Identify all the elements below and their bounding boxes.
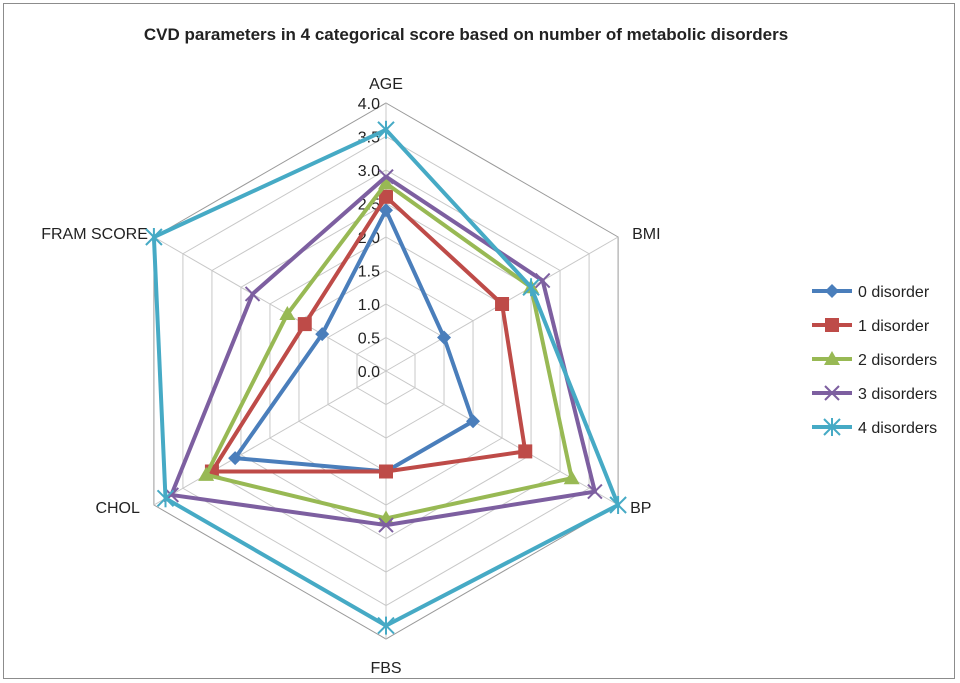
axis-labels: AGE BMI BP FBS CHOL FRAM SCORE bbox=[41, 76, 660, 677]
data-point bbox=[379, 189, 393, 204]
legend-item: 4 disorders bbox=[812, 418, 937, 437]
legend-marker bbox=[824, 351, 840, 365]
legend-item: 2 disorders bbox=[812, 351, 937, 369]
grid-spoke bbox=[385, 370, 619, 506]
data-point bbox=[518, 444, 533, 459]
axis-label-bmi: BMI bbox=[632, 226, 660, 243]
data-series bbox=[145, 120, 627, 635]
tick-label: 1.5 bbox=[358, 264, 380, 281]
tick-label: 0.5 bbox=[358, 331, 380, 348]
data-point bbox=[534, 272, 551, 289]
legend-item: 0 disorder bbox=[812, 284, 930, 301]
data-point bbox=[315, 327, 330, 342]
data-point bbox=[522, 278, 540, 297]
data-point bbox=[145, 228, 163, 246]
data-point bbox=[379, 464, 393, 479]
series-3 bbox=[163, 168, 603, 533]
data-point bbox=[466, 414, 481, 429]
grid-spoke bbox=[153, 236, 387, 372]
data-point bbox=[437, 330, 452, 345]
data-point bbox=[495, 297, 510, 311]
grid-spoke bbox=[153, 370, 387, 506]
data-point bbox=[244, 286, 261, 302]
legend-label: 3 disorders bbox=[858, 386, 937, 403]
legend-label: 0 disorder bbox=[858, 284, 930, 301]
tick-label: 4.0 bbox=[358, 96, 380, 113]
series-1 bbox=[204, 189, 533, 479]
tick-label: 0.0 bbox=[358, 364, 380, 381]
legend-label: 2 disorders bbox=[858, 352, 937, 369]
series-4 bbox=[145, 120, 627, 635]
data-point bbox=[378, 175, 394, 190]
axis-label-bp: BP bbox=[630, 500, 651, 517]
axis-label-chol: CHOL bbox=[95, 500, 140, 517]
legend: 0 disorder 1 disorder 2 disorders 3 disorde… bbox=[812, 284, 937, 437]
tick-label: 1.0 bbox=[358, 297, 380, 314]
data-point bbox=[228, 451, 243, 466]
chart-title: CVD parameters in 4 categorical score ba… bbox=[144, 25, 788, 44]
data-point bbox=[198, 466, 215, 481]
data-point bbox=[156, 489, 175, 508]
axis-label-fbs: FBS bbox=[370, 660, 401, 677]
data-point bbox=[279, 306, 296, 321]
legend-marker bbox=[824, 385, 840, 401]
legend-item: 3 disorders bbox=[812, 385, 937, 403]
legend-marker bbox=[825, 318, 839, 332]
data-point bbox=[587, 483, 603, 500]
data-point bbox=[377, 616, 395, 635]
data-point bbox=[378, 168, 394, 185]
axis-label-fram-score: FRAM SCORE bbox=[41, 226, 148, 243]
data-point bbox=[297, 317, 312, 332]
legend-marker bbox=[825, 284, 839, 298]
data-point bbox=[563, 470, 580, 485]
data-point bbox=[378, 517, 394, 533]
axis-label-age: AGE bbox=[369, 76, 403, 93]
legend-label: 4 disorders bbox=[858, 420, 937, 437]
legend-marker bbox=[823, 418, 841, 436]
legend-item: 1 disorder bbox=[812, 318, 930, 335]
chart-frame bbox=[3, 3, 955, 679]
tick-label: 3.0 bbox=[358, 163, 380, 180]
data-point bbox=[379, 203, 393, 218]
data-point bbox=[609, 496, 627, 514]
data-point bbox=[377, 120, 395, 139]
legend-label: 1 disorder bbox=[858, 318, 930, 335]
